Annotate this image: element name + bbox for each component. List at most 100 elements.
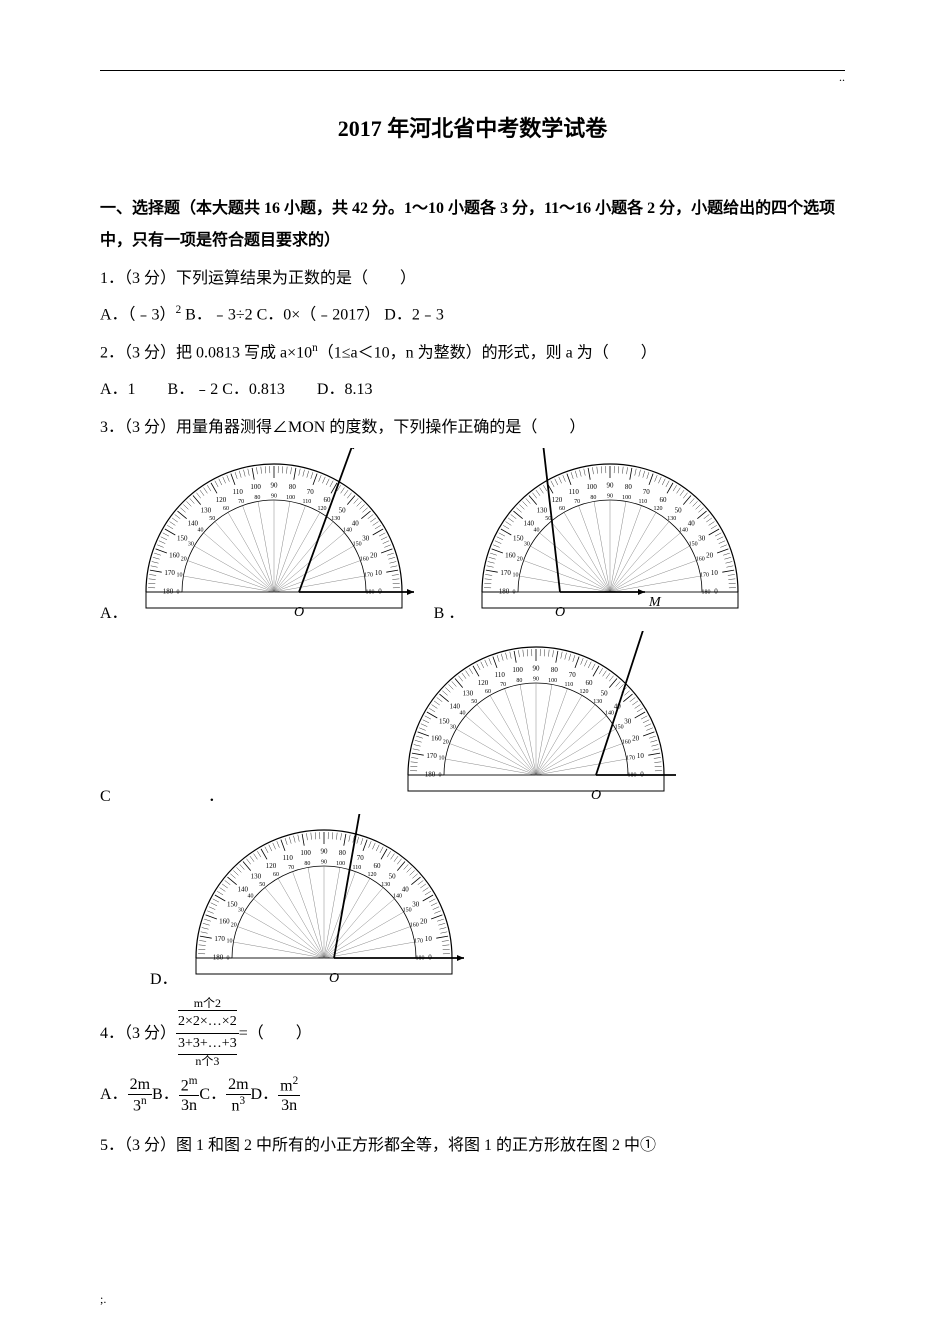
svg-text:60: 60 [485, 689, 491, 695]
svg-text:60: 60 [323, 495, 331, 503]
q4-optB: 2m 3n [179, 1075, 200, 1116]
q5-stem: 5．（3 分）图 1 和图 2 中所有的小正方形都全等，将图 1 的正方形放在图… [100, 1130, 845, 1162]
svg-text:40: 40 [197, 527, 203, 533]
q4-suffix: =（ ） [239, 1018, 312, 1050]
svg-text:110: 110 [232, 488, 243, 496]
svg-text:110: 110 [495, 671, 506, 679]
svg-text:70: 70 [306, 488, 314, 496]
section-1-header: 一、选择题（本大题共 16 小题，共 42 分。1～10 小题各 3 分，11～… [100, 193, 845, 257]
q4-options: A． 2m 3n B． 2m 3n C． 2m n3 D． m2 3n [100, 1075, 845, 1116]
svg-text:120: 120 [654, 506, 663, 512]
svg-text:40: 40 [534, 527, 540, 533]
svg-text:150: 150 [227, 900, 238, 908]
footer-mark: ;. [100, 1292, 106, 1307]
svg-text:100: 100 [622, 494, 631, 500]
q1-stem-text: 1．（3 分）下列运算结果为正数的是（ [100, 270, 368, 287]
svg-text:20: 20 [370, 551, 378, 559]
svg-text:160: 160 [505, 551, 516, 559]
svg-text:70: 70 [569, 671, 577, 679]
svg-text:140: 140 [237, 885, 248, 893]
svg-text:150: 150 [439, 717, 450, 725]
svg-text:80: 80 [304, 860, 310, 866]
q4-optA: 2m 3n [128, 1075, 152, 1116]
q4-fraction: m个2 2×2×…×2 3+3+…+3 n个3 [176, 997, 239, 1071]
svg-text:70: 70 [356, 854, 364, 862]
svg-text:180: 180 [162, 587, 173, 595]
svg-text:100: 100 [548, 677, 557, 683]
q3-label-c-dot: ． [126, 782, 306, 806]
q4-stem: 4．（3 分） m个2 2×2×…×2 3+3+…+3 n个3 [100, 997, 845, 1071]
svg-text:160: 160 [169, 551, 180, 559]
q3-row-ab: A． 1800170101602015030140401305012060110… [100, 448, 845, 623]
q3-label-d: D． [150, 965, 178, 989]
svg-text:140: 140 [605, 710, 614, 716]
svg-text:140: 140 [524, 519, 535, 527]
svg-text:60: 60 [273, 872, 279, 878]
svg-text:130: 130 [331, 515, 340, 521]
svg-text:100: 100 [336, 860, 345, 866]
q4-denominator: 3+3+…+3 [178, 1036, 237, 1051]
svg-text:10: 10 [424, 935, 432, 943]
svg-text:30: 30 [187, 541, 193, 547]
q2-stem-p2: （1≤a＜10，n 为整数）的形式，则 a 为（ [318, 345, 609, 362]
q1-optA: A．（﹣3） [100, 306, 176, 323]
svg-text:80: 80 [625, 483, 633, 491]
svg-text:10: 10 [711, 569, 719, 577]
svg-text:170: 170 [626, 755, 635, 761]
svg-text:40: 40 [459, 710, 465, 716]
svg-text:100: 100 [512, 666, 523, 674]
svg-text:120: 120 [265, 861, 276, 869]
svg-text:180: 180 [425, 770, 436, 778]
svg-text:150: 150 [615, 724, 624, 730]
svg-text:130: 130 [250, 872, 261, 880]
svg-text:170: 170 [364, 572, 373, 578]
svg-text:50: 50 [546, 515, 552, 521]
svg-text:140: 140 [187, 519, 198, 527]
svg-text:60: 60 [559, 506, 565, 512]
svg-text:90: 90 [533, 664, 541, 672]
svg-text:40: 40 [247, 893, 253, 899]
svg-text:10: 10 [226, 938, 232, 944]
svg-text:70: 70 [238, 499, 244, 505]
svg-text:130: 130 [593, 698, 602, 704]
svg-text:O: O [555, 605, 565, 618]
svg-text:20: 20 [706, 551, 714, 559]
q4-optB-label: B． [152, 1079, 179, 1111]
svg-text:100: 100 [250, 483, 261, 491]
svg-text:0: 0 [439, 772, 442, 778]
svg-text:60: 60 [373, 861, 381, 869]
q4-optA-label: A． [100, 1079, 128, 1111]
svg-text:60: 60 [586, 678, 594, 686]
svg-text:50: 50 [388, 872, 396, 880]
q1-optRest: B．﹣3÷2 C．0×（﹣2017） D．2﹣3 [181, 306, 444, 323]
svg-text:130: 130 [200, 506, 211, 514]
svg-text:30: 30 [450, 724, 456, 730]
svg-text:140: 140 [679, 527, 688, 533]
svg-text:110: 110 [569, 488, 580, 496]
svg-text:O: O [329, 971, 339, 984]
svg-text:100: 100 [286, 494, 295, 500]
svg-text:170: 170 [426, 752, 437, 760]
header-dots: .. [839, 70, 845, 85]
svg-text:90: 90 [321, 859, 327, 865]
svg-text:10: 10 [637, 752, 645, 760]
svg-text:90: 90 [607, 493, 613, 499]
svg-text:150: 150 [352, 541, 361, 547]
svg-text:110: 110 [282, 854, 293, 862]
svg-text:30: 30 [699, 534, 707, 542]
svg-text:120: 120 [367, 872, 376, 878]
svg-text:150: 150 [177, 534, 188, 542]
q3-label-a: A． [100, 599, 128, 623]
svg-text:130: 130 [463, 689, 474, 697]
svg-text:120: 120 [552, 495, 563, 503]
q4-optC: 2m n3 [226, 1075, 250, 1116]
q3-stem-suffix: ） [569, 419, 585, 436]
q1-options: A．（﹣3）2 B．﹣3÷2 C．0×（﹣2017） D．2﹣3 [100, 299, 845, 331]
svg-text:0: 0 [715, 587, 719, 595]
svg-text:110: 110 [639, 499, 648, 505]
svg-text:110: 110 [302, 499, 311, 505]
svg-text:80: 80 [254, 494, 260, 500]
svg-text:180: 180 [702, 589, 711, 595]
svg-text:90: 90 [607, 481, 615, 489]
svg-text:160: 160 [622, 739, 631, 745]
